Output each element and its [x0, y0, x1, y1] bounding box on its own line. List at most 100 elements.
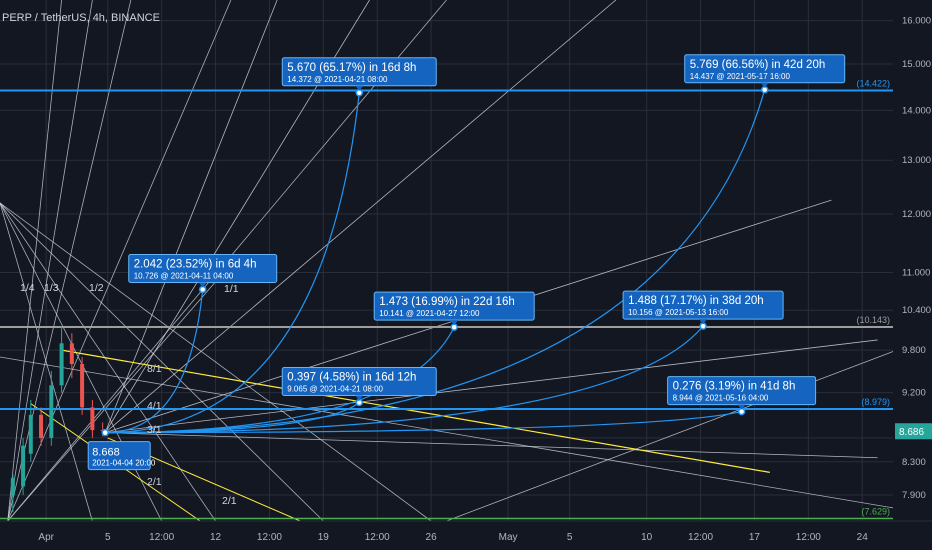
y-axis-tick-label: 12.000	[902, 209, 931, 220]
x-axis-background	[0, 521, 932, 550]
x-axis-tick-label: 5	[105, 532, 111, 543]
measure-label-pointer	[760, 82, 769, 88]
current-price-label: 8.686	[899, 427, 924, 438]
chart-title: PERP / TetherUS, 4h, BINANCE	[2, 12, 160, 24]
fan-ratio-label: 3/1	[147, 424, 162, 436]
fan-ratio-label: 4/1	[147, 400, 162, 412]
fan-line	[0, 202, 216, 522]
measure-label-detail: 10.726 @ 2021-04-11 04:00	[134, 271, 234, 280]
x-axis-tick-label: 12:00	[365, 532, 390, 543]
x-axis-tick-label: Apr	[38, 532, 54, 543]
candle-body	[10, 478, 15, 495]
fan-line	[7, 0, 232, 522]
x-axis-tick-label: 24	[857, 532, 869, 543]
current-price-badge	[895, 423, 932, 440]
fan-line	[104, 0, 617, 433]
measure-label-detail: 14.437 @ 2021-05-17 16:00	[690, 72, 791, 81]
y-axis-tick-label: 8.300	[902, 457, 926, 468]
level-label: (8.979)	[861, 397, 890, 407]
fan-line	[7, 0, 93, 522]
fan-line	[105, 432, 878, 459]
x-axis-tick-label: 12:00	[257, 532, 282, 543]
measure-label-title: 1.473 (16.99%) in 22d 16h	[379, 296, 515, 308]
fan-ratio-label: 1/4	[20, 282, 35, 294]
candle-body	[28, 414, 33, 454]
fan-line	[7, 0, 132, 522]
fan-line	[446, 351, 894, 522]
candle-body	[21, 445, 26, 487]
measure-label-title: 0.397 (4.58%) in 16d 12h	[287, 372, 416, 384]
x-axis-tick-label: 26	[426, 532, 438, 543]
measure-label-pointer	[355, 85, 364, 91]
fan-line	[0, 202, 93, 522]
measure-label-pointer	[450, 320, 459, 326]
origin-label-price: 8.668	[92, 447, 120, 459]
measure-label-detail: 14.372 @ 2021-04-21 08:00	[287, 75, 388, 84]
candle-body	[90, 407, 95, 431]
y-axis-tick-label: 11.000	[902, 268, 930, 279]
measure-path	[105, 289, 204, 434]
measure-label-pointer	[737, 404, 746, 410]
x-axis-tick-label: May	[499, 532, 518, 543]
measure-label-detail: 10.141 @ 2021-04-27 12:00	[379, 309, 480, 318]
level-label: (14.422)	[856, 78, 890, 88]
measure-path	[105, 410, 742, 434]
x-axis-tick-label: 12:00	[688, 532, 713, 543]
fan-line	[0, 356, 894, 509]
measure-path	[105, 325, 704, 434]
measure-label-title: 0.276 (3.19%) in 41d 8h	[673, 381, 796, 393]
fan-line	[104, 0, 278, 433]
x-axis-tick-label: 12	[210, 532, 222, 543]
origin-label-time: 2021-04-04 20:00	[92, 459, 156, 468]
fan-ratio-label: 1/3	[44, 282, 59, 294]
measure-label-detail: 9.065 @ 2021-04-21 08:00	[287, 385, 383, 394]
x-axis-tick-label: 10	[641, 532, 653, 543]
y-axis-tick-label: 10.400	[902, 305, 931, 316]
measure-label-title: 1.488 (17.17%) in 38d 20h	[628, 295, 764, 307]
y-axis-tick-label: 7.900	[902, 490, 926, 501]
y-axis-tick-label: 9.200	[902, 388, 926, 399]
measure-path	[105, 89, 766, 434]
measure-label-pointer	[355, 395, 364, 401]
candle-body	[49, 385, 54, 438]
fan-line	[0, 202, 324, 522]
measure-label-pointer	[198, 282, 207, 288]
y-axis-tick-label: 9.800	[902, 345, 926, 356]
x-axis-tick-label: 12:00	[149, 532, 174, 543]
x-axis-tick-label: 5	[567, 532, 573, 543]
measure-label-title: 2.042 (23.52%) in 6d 4h	[134, 258, 257, 270]
fan-ratio-label: 2/1	[147, 476, 162, 488]
measure-path	[105, 92, 360, 434]
candle-body	[69, 343, 74, 364]
measure-label-detail: 8.944 @ 2021-05-16 04:00	[673, 394, 769, 403]
fan-ratio-label: 1/1	[224, 283, 239, 295]
level-label: (7.629)	[861, 506, 890, 516]
candle-body	[80, 363, 85, 408]
fan-ratio-label: 1/2	[89, 282, 104, 294]
x-axis-tick-label: 19	[318, 532, 330, 543]
fan-ratio-label: 2/1	[222, 495, 237, 507]
fan-line	[105, 339, 878, 434]
fan-line	[0, 202, 432, 522]
y-axis-tick-label: 16.000	[902, 16, 931, 27]
level-label: (10.143)	[856, 315, 890, 325]
x-axis-tick-label: 17	[749, 532, 761, 543]
x-axis-tick-label: 12:00	[796, 532, 821, 543]
measure-label-title: 5.670 (65.17%) in 16d 8h	[287, 62, 416, 74]
origin-point	[101, 428, 109, 437]
candle-body	[39, 414, 44, 438]
measure-label-pointer	[699, 319, 708, 325]
candle-body	[59, 343, 64, 386]
origin-label-box	[87, 441, 151, 471]
measure-label-title: 5.769 (66.56%) in 42d 20h	[690, 59, 826, 71]
trend-line	[61, 349, 770, 473]
y-axis-tick-label: 14.000	[902, 105, 931, 116]
measure-label-detail: 10.156 @ 2021-05-13 16:00	[628, 308, 729, 317]
y-axis-tick-label: 13.000	[902, 155, 931, 166]
fan-ratio-label: 8/1	[147, 363, 162, 375]
fan-line	[7, 0, 62, 522]
y-axis-tick-label: 15.000	[902, 59, 931, 70]
y-axis-background	[893, 0, 932, 550]
fan-line	[7, 281, 216, 522]
